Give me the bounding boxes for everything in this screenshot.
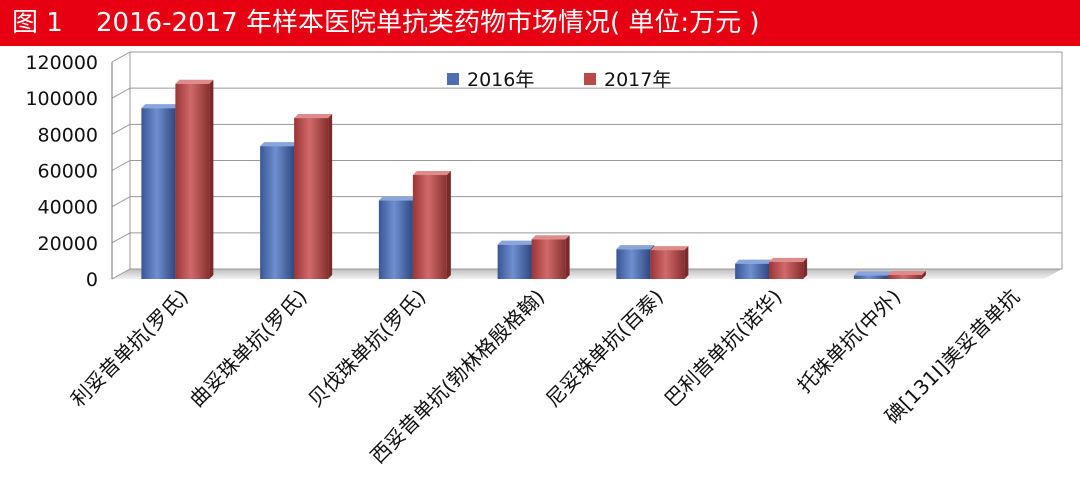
bar-2016-5: [735, 259, 774, 279]
y-tick-label: 100000: [25, 88, 98, 110]
gridline-side: [111, 51, 131, 63]
gridline-side: [111, 268, 131, 280]
x-category-label: 曲妥珠单抗(罗氏): [185, 285, 312, 412]
x-category-label: 碘[131I]美妥昔单抗: [880, 285, 1024, 429]
chart-floor: [112, 269, 1062, 279]
bar-2016-1: [260, 142, 299, 279]
bar-2016-2: [378, 196, 417, 279]
figure-label: 图 1: [12, 8, 63, 38]
x-category-label: 尼妥珠单抗(百泰): [541, 285, 668, 412]
gridline-side: [111, 123, 131, 135]
bar-2017-5: [769, 257, 808, 279]
bar-2017-6: [887, 271, 926, 279]
y-tick-label: 0: [86, 269, 98, 291]
bar-2017-3: [531, 235, 570, 279]
bar-2016-6: [853, 271, 892, 279]
x-category-label: 贝伐珠单抗(罗氏): [303, 285, 430, 412]
y-tick-label: 80000: [38, 124, 98, 146]
bar-2017-4: [650, 246, 689, 279]
y-tick-label: 60000: [38, 161, 98, 183]
gridline-side: [111, 196, 131, 208]
gridline-side: [111, 87, 131, 99]
title-bar: 图 1 2016-2017 年样本医院单抗类药物市场情况( 单位:万元 ): [0, 0, 1080, 46]
bar-2016-3: [497, 240, 536, 279]
bar-2017-2: [412, 171, 451, 279]
legend-label: 2017年: [604, 69, 671, 91]
bar-2016-0: [141, 104, 180, 279]
chart-title: 2016-2017 年样本医院单抗类药物市场情况( 单位:万元 ): [96, 8, 760, 38]
y-tick-label: 20000: [38, 233, 98, 255]
y-tick-label: 40000: [38, 197, 98, 219]
x-category-label: 利妥昔单抗(罗氏): [66, 285, 193, 412]
bar-2016-4: [616, 245, 655, 279]
legend-swatch: [584, 73, 596, 85]
bar-2017-1: [294, 114, 333, 279]
x-category-label: 托珠单抗(中外): [793, 285, 906, 398]
y-tick-label: 120000: [25, 52, 98, 74]
x-category-label: 巴利昔单抗(诺华): [660, 285, 787, 412]
bar-layer: [141, 79, 926, 279]
gridline-side: [111, 160, 131, 171]
axis-layer: [111, 52, 1063, 279]
legend-swatch: [447, 73, 459, 85]
legend-label: 2016年: [467, 69, 534, 91]
legend-item-0: 2016年: [447, 69, 534, 91]
legend: 2016年 2017年: [447, 69, 671, 91]
legend-item-1: 2017年: [584, 69, 671, 91]
gridline-side: [111, 232, 131, 244]
grid-layer: [111, 51, 1062, 280]
bar-2017-0: [175, 79, 214, 279]
